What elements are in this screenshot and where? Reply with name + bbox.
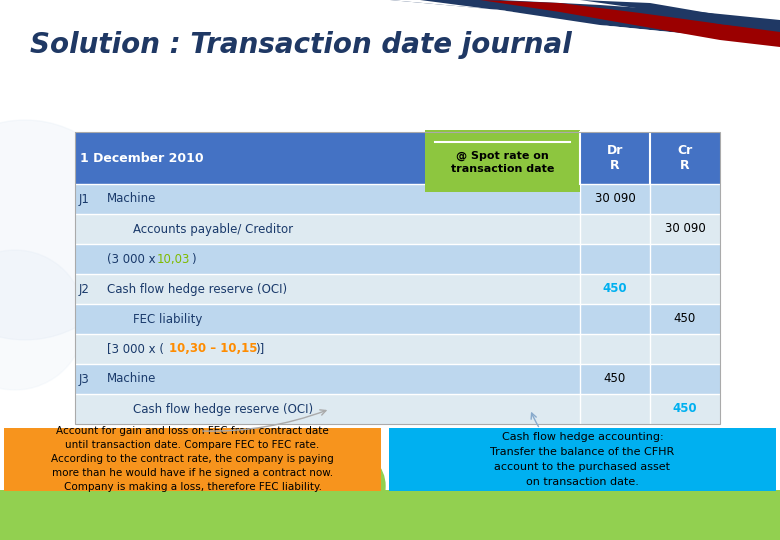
Text: 450: 450	[674, 313, 696, 326]
Text: Cash flow hedge reserve (OCI): Cash flow hedge reserve (OCI)	[133, 402, 313, 415]
Text: Machine: Machine	[107, 192, 156, 206]
Text: J3: J3	[79, 373, 90, 386]
Circle shape	[70, 458, 130, 518]
Text: 1 December 2010: 1 December 2010	[80, 152, 204, 165]
Text: Cash flow hedge accounting:
Transfer the balance of the CFHR
account to the purc: Cash flow hedge accounting: Transfer the…	[491, 433, 675, 487]
Polygon shape	[390, 0, 780, 46]
Text: Cash flow hedge reserve (OCI): Cash flow hedge reserve (OCI)	[107, 282, 287, 295]
Text: J1: J1	[79, 192, 90, 206]
FancyBboxPatch shape	[425, 130, 580, 192]
Circle shape	[610, 458, 670, 518]
Text: 30 090: 30 090	[594, 192, 636, 206]
Text: Accounts payable/ Creditor: Accounts payable/ Creditor	[133, 222, 293, 235]
FancyBboxPatch shape	[389, 428, 776, 491]
Circle shape	[728, 468, 772, 512]
Text: 450: 450	[603, 282, 627, 295]
Text: (3 000 x: (3 000 x	[107, 253, 159, 266]
Text: J2: J2	[79, 282, 90, 295]
Bar	[75, 132, 720, 424]
Text: [3 000 x (: [3 000 x (	[107, 342, 164, 355]
Bar	[75, 244, 720, 274]
Polygon shape	[390, 0, 780, 40]
Text: 30 090: 30 090	[665, 222, 705, 235]
Bar	[75, 214, 720, 244]
Text: Cr
R: Cr R	[677, 144, 693, 172]
Polygon shape	[480, 0, 780, 47]
Bar	[75, 132, 720, 184]
Text: Machine: Machine	[107, 373, 156, 386]
Bar	[75, 304, 720, 334]
Circle shape	[175, 465, 225, 515]
Text: Dr
R: Dr R	[607, 144, 623, 172]
Text: 450: 450	[604, 373, 626, 386]
Text: Solution : Transaction date journal: Solution : Transaction date journal	[30, 31, 572, 59]
FancyBboxPatch shape	[0, 490, 780, 540]
Text: Account for gain and loss on FEC from contract date
until transaction date. Comp: Account for gain and loss on FEC from co…	[51, 427, 334, 492]
Bar	[75, 394, 720, 424]
Text: FEC liability: FEC liability	[133, 313, 202, 326]
Text: 10,30 – 10,15: 10,30 – 10,15	[169, 342, 257, 355]
Text: ): )	[191, 253, 196, 266]
Circle shape	[0, 250, 85, 390]
Circle shape	[0, 120, 135, 340]
Polygon shape	[580, 0, 780, 32]
Bar	[75, 334, 720, 364]
Text: )]: )]	[255, 342, 264, 355]
Text: 450: 450	[672, 402, 697, 415]
Bar	[75, 364, 720, 394]
FancyBboxPatch shape	[4, 428, 381, 491]
Circle shape	[315, 451, 385, 521]
Circle shape	[472, 462, 528, 518]
Text: 10,03: 10,03	[157, 253, 190, 266]
Text: @ Spot rate on
transaction date: @ Spot rate on transaction date	[451, 150, 554, 174]
Bar	[75, 274, 720, 304]
Bar	[75, 184, 720, 214]
